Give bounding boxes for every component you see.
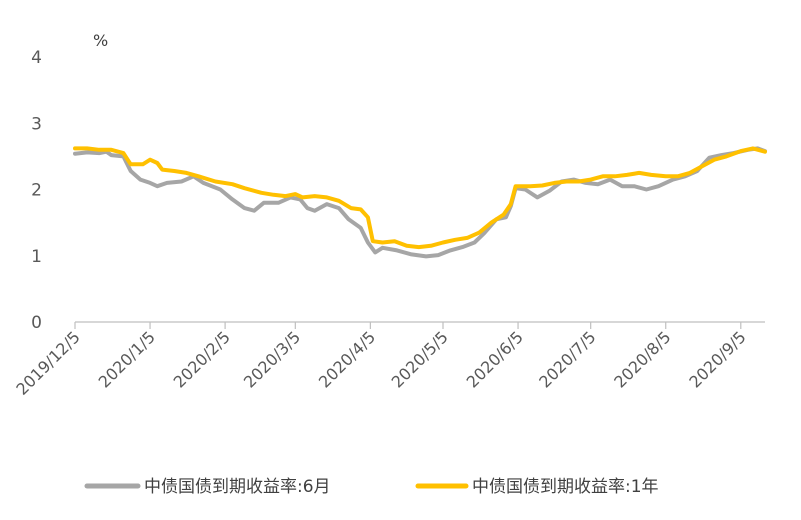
y-tick-label: 0 — [31, 313, 42, 333]
legend: 中债国债到期收益率:6月 中债国债到期收益率:1年 — [84, 477, 659, 497]
x-tick-label: 2020/9/5 — [685, 327, 749, 391]
series-layer — [73, 146, 767, 259]
x-tick-label: 2020/4/5 — [315, 327, 379, 391]
legend-label-2: 中债国债到期收益率:1年 — [472, 477, 659, 497]
y-tick-label: 2 — [31, 181, 42, 201]
x-tick-label: 2020/5/5 — [388, 327, 452, 391]
y-unit-label: % — [93, 31, 108, 50]
y-tick-label: 4 — [31, 48, 42, 68]
x-tick-label: 2020/1/5 — [95, 327, 159, 391]
x-tick-label: 2020/8/5 — [610, 327, 674, 391]
x-tick-label: 2020/2/5 — [170, 327, 234, 391]
y-tick-label: 3 — [31, 114, 42, 134]
series-line-2 — [73, 146, 767, 250]
y-axis-ticks: 0 1 2 3 4 — [31, 48, 42, 333]
series-line-1 — [73, 146, 767, 259]
x-axis-ticks: 2019/12/5 2020/1/5 2020/2/5 2020/3/5 2020/4/… — [12, 322, 750, 399]
x-tick-label: 2020/7/5 — [535, 327, 599, 391]
x-tick-label: 2020/3/5 — [240, 327, 304, 391]
x-tick-label: 2019/12/5 — [12, 327, 83, 398]
y-tick-label: 1 — [31, 247, 42, 267]
x-tick-label: 2020/6/5 — [463, 327, 527, 391]
legend-label-1: 中债国债到期收益率:6月 — [144, 477, 331, 497]
